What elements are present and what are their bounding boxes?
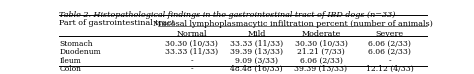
Text: 48.48 (16/33): 48.48 (16/33) xyxy=(230,65,283,73)
Text: 33.33 (11/33): 33.33 (11/33) xyxy=(165,48,218,56)
Text: 33.33 (11/33): 33.33 (11/33) xyxy=(230,40,283,48)
Text: Duodenum: Duodenum xyxy=(59,48,101,56)
Text: 39.39 (13/33): 39.39 (13/33) xyxy=(230,48,283,56)
Text: 30.30 (10/33): 30.30 (10/33) xyxy=(294,40,347,48)
Text: 6.06 (2/33): 6.06 (2/33) xyxy=(368,40,411,48)
Text: Table 2. Histopathological findings in the gastrointestinal tract of IBD dogs (n: Table 2. Histopathological findings in t… xyxy=(59,11,396,19)
Text: Stomach: Stomach xyxy=(59,40,93,48)
Text: Moderate: Moderate xyxy=(301,30,341,38)
Text: 21.21 (7/33): 21.21 (7/33) xyxy=(297,48,345,56)
Text: Ileum: Ileum xyxy=(59,57,81,65)
Text: Mild: Mild xyxy=(247,30,266,38)
Text: Normal: Normal xyxy=(176,30,207,38)
Text: -: - xyxy=(190,65,193,73)
Text: 6.06 (2/33): 6.06 (2/33) xyxy=(300,57,342,65)
Text: 12.12 (4/33): 12.12 (4/33) xyxy=(366,65,414,73)
Text: Colon: Colon xyxy=(59,65,81,73)
Text: -: - xyxy=(190,57,193,65)
Text: 9.09 (3/33): 9.09 (3/33) xyxy=(235,57,278,65)
Text: Part of gastrointestinal tract: Part of gastrointestinal tract xyxy=(59,19,175,27)
Text: Severe: Severe xyxy=(376,30,404,38)
Text: -: - xyxy=(389,57,391,65)
Text: 39.39 (13/33): 39.39 (13/33) xyxy=(294,65,347,73)
Text: Mucosal lymphoplasmacytic infiltration percent (number of animals): Mucosal lymphoplasmacytic infiltration p… xyxy=(153,20,432,28)
Text: 6.06 (2/33): 6.06 (2/33) xyxy=(368,48,411,56)
Text: 30.30 (10/33): 30.30 (10/33) xyxy=(165,40,218,48)
